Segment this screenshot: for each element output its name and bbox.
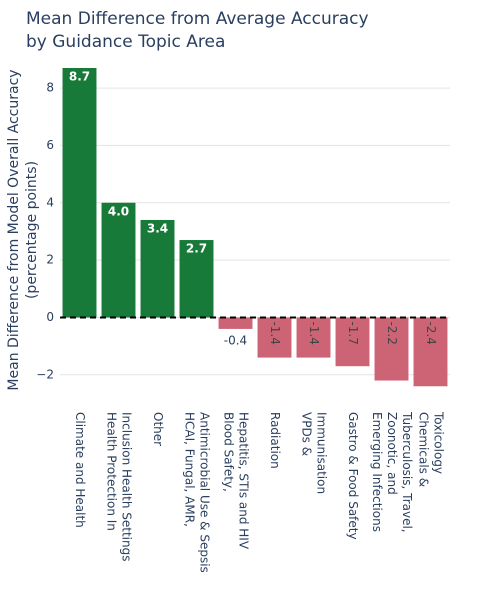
value-label: -1.4 — [268, 321, 282, 344]
x-tick-label: Antimicrobial Use & Sepsis — [198, 412, 212, 573]
bar — [335, 317, 370, 367]
x-tick-label: Blood Safety, — [222, 412, 236, 492]
y-tick-label: 6 — [46, 138, 54, 152]
y-axis-label: Mean Difference from Model Overall Accur… — [6, 69, 40, 390]
value-label: 2.7 — [186, 242, 207, 256]
x-tick-label: Inclusion Health Settings — [120, 412, 134, 561]
value-label: -0.4 — [224, 333, 247, 347]
x-tick-label: Emerging Infections — [370, 412, 384, 532]
y-tick-label: 0 — [46, 310, 54, 324]
x-tick-label: Gastro & Food Safety — [346, 412, 360, 540]
bar — [374, 317, 409, 381]
x-tick-label: Tuberculosis, Travel, — [400, 411, 414, 533]
y-tick-label: 4 — [46, 195, 54, 209]
value-label: 8.7 — [69, 70, 90, 84]
bar — [413, 317, 448, 387]
x-tick-label: Other — [151, 412, 165, 446]
bar — [179, 240, 214, 318]
x-tick-label: Chemicals & — [417, 412, 431, 487]
y-tick-label: 2 — [46, 253, 54, 267]
value-label: 3.4 — [147, 221, 168, 235]
x-tick-label: Zoonotic, and — [385, 412, 399, 495]
x-tick-label: Toxicology — [432, 411, 446, 474]
value-label: -2.2 — [385, 321, 399, 344]
y-axis-label-line: Mean Difference from Model Overall Accur… — [6, 69, 22, 390]
chart-title: by Guidance Topic Area — [26, 32, 225, 52]
bar — [257, 317, 292, 358]
x-tick-label: HCAI, Fungal, AMR, — [183, 412, 197, 527]
chart-title: Mean Difference from Average Accuracy — [26, 9, 369, 29]
x-tick-label: Hepatitis, STIs and HIV — [237, 412, 251, 550]
y-tick-label: 8 — [46, 81, 54, 95]
value-label: -2.4 — [424, 321, 438, 344]
bar — [140, 219, 175, 318]
x-tick-label: Climate and Health — [73, 412, 87, 528]
x-tick-label: Health Protection In — [105, 412, 119, 531]
value-label: -1.7 — [346, 321, 360, 344]
value-label: 4.0 — [108, 204, 129, 218]
bar — [101, 202, 136, 318]
value-label: -1.4 — [307, 321, 321, 344]
bar — [296, 317, 331, 358]
y-tick-label: −2 — [36, 367, 54, 381]
x-tick-label: Radiation — [268, 412, 282, 469]
y-axis-label-line: (percentage points) — [24, 161, 40, 299]
bar — [62, 68, 97, 318]
x-tick-label: Immunisation — [315, 412, 329, 494]
x-tick-label: VPDs & — [300, 412, 314, 456]
bar — [218, 317, 253, 329]
